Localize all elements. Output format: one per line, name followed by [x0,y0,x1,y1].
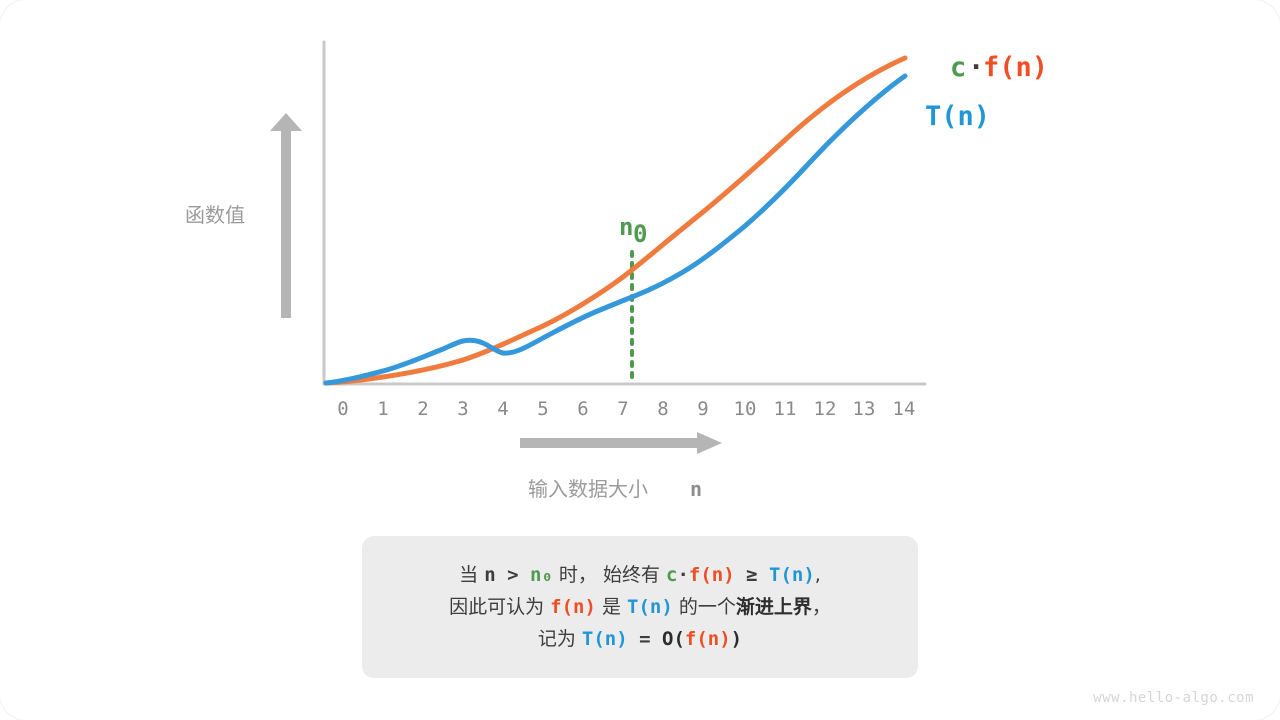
n0-label-base: n [619,213,633,241]
x-tick-5: 5 [537,398,548,420]
caption-line-1-run-4: 时， 始终有 [552,564,667,586]
series-path-cfn [323,55,908,386]
x-axis-title: 输入数据大小 [528,477,648,501]
x-tick-0: 0 [337,398,348,420]
caption-line-1-run-3: n₀ [530,564,553,586]
series-path-tn [323,73,908,386]
caption-line-3-run-1: T(n) [581,628,628,650]
x-tick-4: 4 [497,398,508,420]
x-tick-13: 13 [853,398,876,420]
x-tick-2: 2 [417,398,428,420]
caption-line-2-run-0: 因此可认为 [449,596,551,618]
y-axis-arrow [270,113,302,318]
watermark: www.hello-algo.com [1093,690,1254,706]
x-tick-8: 8 [657,398,668,420]
caption-line-1-run-10: , [814,564,821,586]
x-tick-12: 12 [814,398,837,420]
caption-line-1-run-0: 当 [459,564,485,586]
caption-line-1-run-2: > [495,564,530,586]
caption-line-1-run-9: T(n) [769,564,815,586]
x-tick-6: 6 [577,398,588,420]
n0-label: n 0 [619,213,647,248]
legend-label-fn: f(n) [983,52,1048,83]
x-tick-1: 1 [377,398,388,420]
x-tick-3: 3 [457,398,468,420]
x-axis-title-variable: n [690,477,702,501]
caption-line-3-run-2: = [627,628,663,650]
caption-line-2-run-1: f(n) [550,596,596,618]
caption-line-3-run-4: f(n) [684,628,731,650]
x-axis-arrow [520,432,722,454]
caption-line-1: 当 n > n₀ 时， 始终有 c·f(n) ≥ T(n), [459,560,821,590]
legend-label-tn: T(n) [925,101,990,132]
legend-upper: c · f(n) [950,52,1048,83]
caption-line-2-run-2: 是 [595,596,628,618]
x-tick-11: 11 [774,398,797,420]
x-tick-labels: 0 1 2 3 4 5 6 7 8 9 10 11 12 13 14 [337,398,915,420]
caption-line-2-run-3: T(n) [627,596,673,618]
caption-line-3-run-5: ) [730,628,743,650]
caption-line-1-run-8: ≥ [734,564,770,586]
x-tick-14: 14 [893,398,916,420]
caption-line-3-run-3: O( [662,628,685,650]
legend-dot-operator: · [968,52,984,83]
caption-line-3: 记为 T(n) = O(f(n)) [538,624,742,654]
caption-line-2: 因此可认为 f(n) 是 T(n) 的一个渐进上界， [449,592,831,622]
caption-box: 当 n > n₀ 时， 始终有 c·f(n) ≥ T(n), 因此可认为 f(n… [362,536,918,678]
legend-coefficient: c [950,52,966,83]
y-axis-title: 函数值 [185,203,245,227]
caption-line-2-run-6: ， [811,596,831,618]
caption-line-1-run-5: c [666,564,678,586]
x-tick-9: 9 [697,398,708,420]
legend-lower: T(n) [925,101,990,132]
caption-line-1-run-1: n [484,564,496,586]
caption-line-2-run-4: 的一个 [672,596,736,618]
caption-line-2-run-5: 渐进上界 [735,596,812,618]
caption-line-1-run-7: f(n) [688,564,735,586]
x-tick-10: 10 [734,398,757,420]
x-tick-7: 7 [617,398,628,420]
caption-line-3-run-0: 记为 [537,628,582,650]
n0-label-subscript: 0 [633,220,647,248]
caption-line-1-run-6: · [677,564,689,586]
